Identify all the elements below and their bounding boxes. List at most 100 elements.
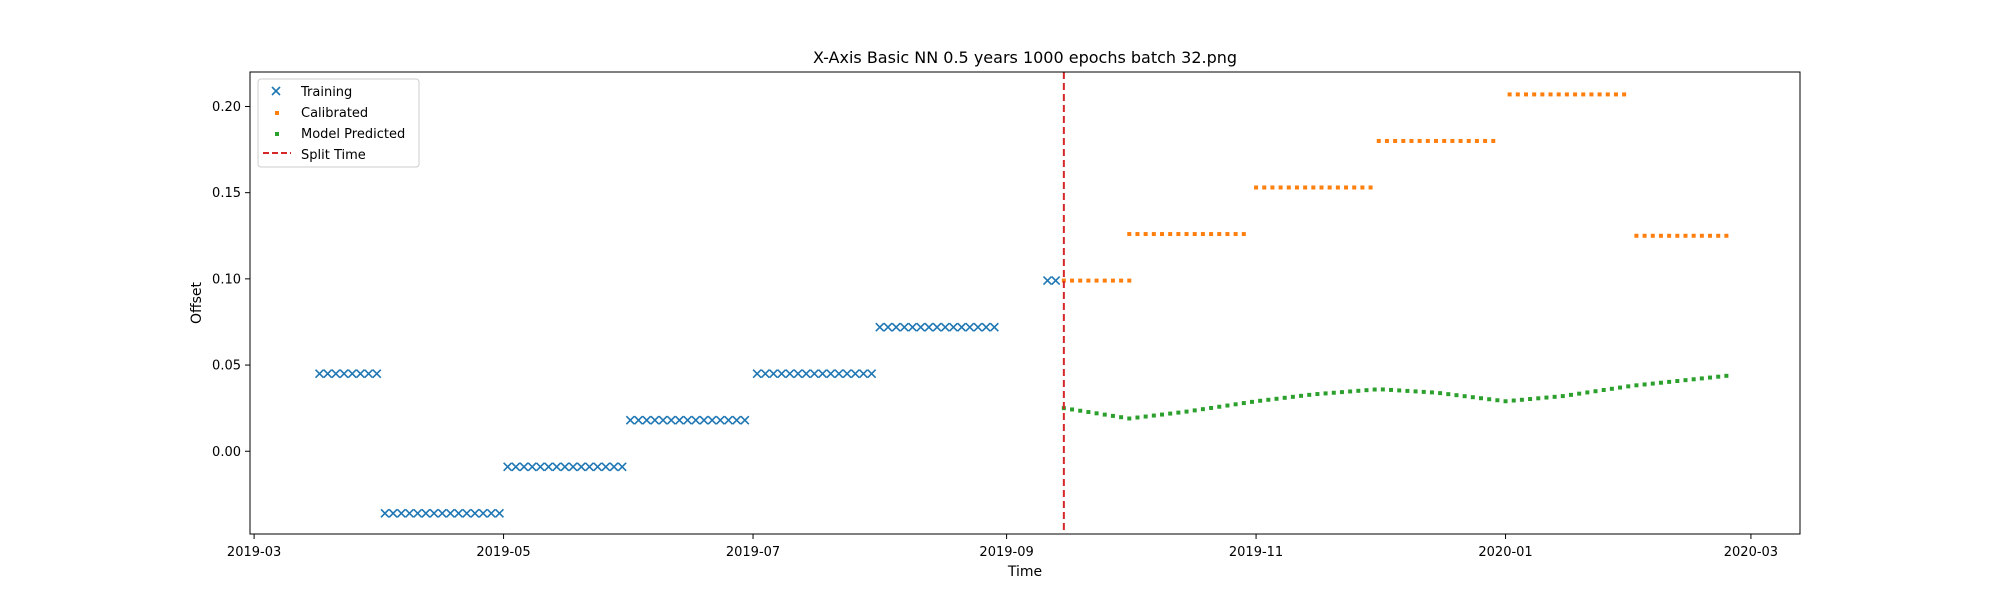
model-predicted-point xyxy=(1544,395,1549,400)
model-predicted-point xyxy=(1601,388,1606,393)
training-point xyxy=(355,369,365,379)
calibrated-point xyxy=(1474,138,1479,143)
model-predicted-point xyxy=(1135,415,1140,420)
training-point xyxy=(642,415,652,425)
training-point xyxy=(883,322,893,332)
training-point xyxy=(674,415,684,425)
training-point xyxy=(404,508,415,518)
calibrated-point xyxy=(1209,232,1214,237)
training-point xyxy=(413,508,423,518)
x-tick-label: 2019-09 xyxy=(979,545,1033,560)
x-tick-label: 2019-11 xyxy=(1229,545,1283,560)
y-tick-label: 0.15 xyxy=(212,186,241,201)
training-point xyxy=(932,322,942,332)
calibrated-point xyxy=(1303,185,1308,190)
training-point xyxy=(396,508,406,518)
calibrated-point xyxy=(1642,233,1647,238)
training-point xyxy=(723,415,734,425)
calibrated-point xyxy=(1458,138,1463,143)
model-predicted-point xyxy=(1192,408,1197,413)
training-point xyxy=(715,415,725,425)
model-predicted-point xyxy=(1634,383,1639,388)
calibrated-point xyxy=(1573,92,1578,97)
legend-marker-model-predicted xyxy=(275,132,279,136)
model-predicted-point xyxy=(1593,389,1598,394)
calibrated-point xyxy=(1086,278,1091,283)
calibrated-point xyxy=(1094,278,1099,283)
calibrated-point xyxy=(1143,232,1148,237)
y-tick-label: 0.00 xyxy=(212,445,241,460)
training-point xyxy=(633,415,644,425)
calibrated-point xyxy=(1192,232,1197,237)
training-point xyxy=(331,369,341,379)
calibrated-point xyxy=(1597,92,1602,97)
calibrated-point xyxy=(1217,232,1222,237)
model-predicted-point xyxy=(1217,404,1222,409)
training-point xyxy=(760,369,770,379)
calibrated-point xyxy=(1327,185,1332,190)
model-predicted-point xyxy=(1618,385,1623,390)
model-predicted-point xyxy=(1225,403,1230,408)
model-predicted-point xyxy=(1160,412,1165,417)
training-point xyxy=(625,415,635,425)
y-tick-label: 0.10 xyxy=(212,272,241,287)
training-point xyxy=(777,369,787,379)
model-predicted-point xyxy=(1266,397,1271,402)
training-point xyxy=(940,322,950,332)
training-point xyxy=(601,462,611,472)
calibrated-point xyxy=(1564,92,1569,97)
model-predicted-point xyxy=(1258,398,1263,403)
calibrated-point xyxy=(1716,233,1721,238)
training-point xyxy=(486,508,496,518)
model-predicted-point xyxy=(1552,394,1557,399)
training-point xyxy=(429,508,439,518)
calibrated-point xyxy=(1184,232,1189,237)
training-point xyxy=(817,369,828,379)
training-point xyxy=(826,369,836,379)
calibrated-point xyxy=(1622,92,1627,97)
training-point xyxy=(494,508,505,518)
calibrated-point xyxy=(1691,233,1696,238)
training-point xyxy=(801,369,811,379)
calibrated-point xyxy=(1168,232,1173,237)
model-predicted-point xyxy=(1070,407,1075,412)
model-predicted-point xyxy=(1372,387,1377,392)
training-point xyxy=(462,508,472,518)
calibrated-point xyxy=(1225,232,1230,237)
calibrated-point xyxy=(1262,185,1267,190)
training-point xyxy=(981,322,991,332)
model-predicted-point xyxy=(1536,396,1541,401)
training-point xyxy=(364,369,374,379)
training-point xyxy=(445,508,455,518)
calibrated-point xyxy=(1368,185,1373,190)
calibrated-point xyxy=(1135,232,1140,237)
legend-label-split-time: Split Time xyxy=(301,148,366,163)
legend-label-model-predicted: Model Predicted xyxy=(301,127,405,142)
model-predicted-point xyxy=(1568,392,1573,397)
training-point xyxy=(503,462,513,472)
model-predicted-point xyxy=(1364,388,1369,393)
legend-marker-training xyxy=(271,86,281,96)
calibrated-point xyxy=(1286,185,1291,190)
model-predicted-point xyxy=(1438,391,1443,396)
model-predicted-point xyxy=(1528,397,1533,402)
model-predicted-point xyxy=(1577,391,1582,396)
model-predicted-point xyxy=(1307,392,1312,397)
training-point xyxy=(875,322,885,332)
x-tick-label: 2019-05 xyxy=(476,545,530,560)
model-predicted-point xyxy=(1282,395,1287,400)
model-predicted-point xyxy=(1323,391,1328,396)
training-point xyxy=(527,462,537,472)
calibrated-point xyxy=(1102,278,1107,283)
model-predicted-point xyxy=(1249,399,1254,404)
training-point xyxy=(809,369,819,379)
model-predicted-point xyxy=(1299,393,1304,398)
training-point xyxy=(519,462,529,472)
x-tick-label: 2019-03 xyxy=(227,545,281,560)
model-predicted-point xyxy=(1495,398,1500,403)
training-point xyxy=(478,508,488,518)
training-point xyxy=(380,508,390,518)
y-axis: 0.00 0.05 0.10 0.15 0.20 xyxy=(212,100,250,460)
model-predicted-point xyxy=(1691,377,1696,382)
training-point xyxy=(617,462,627,472)
